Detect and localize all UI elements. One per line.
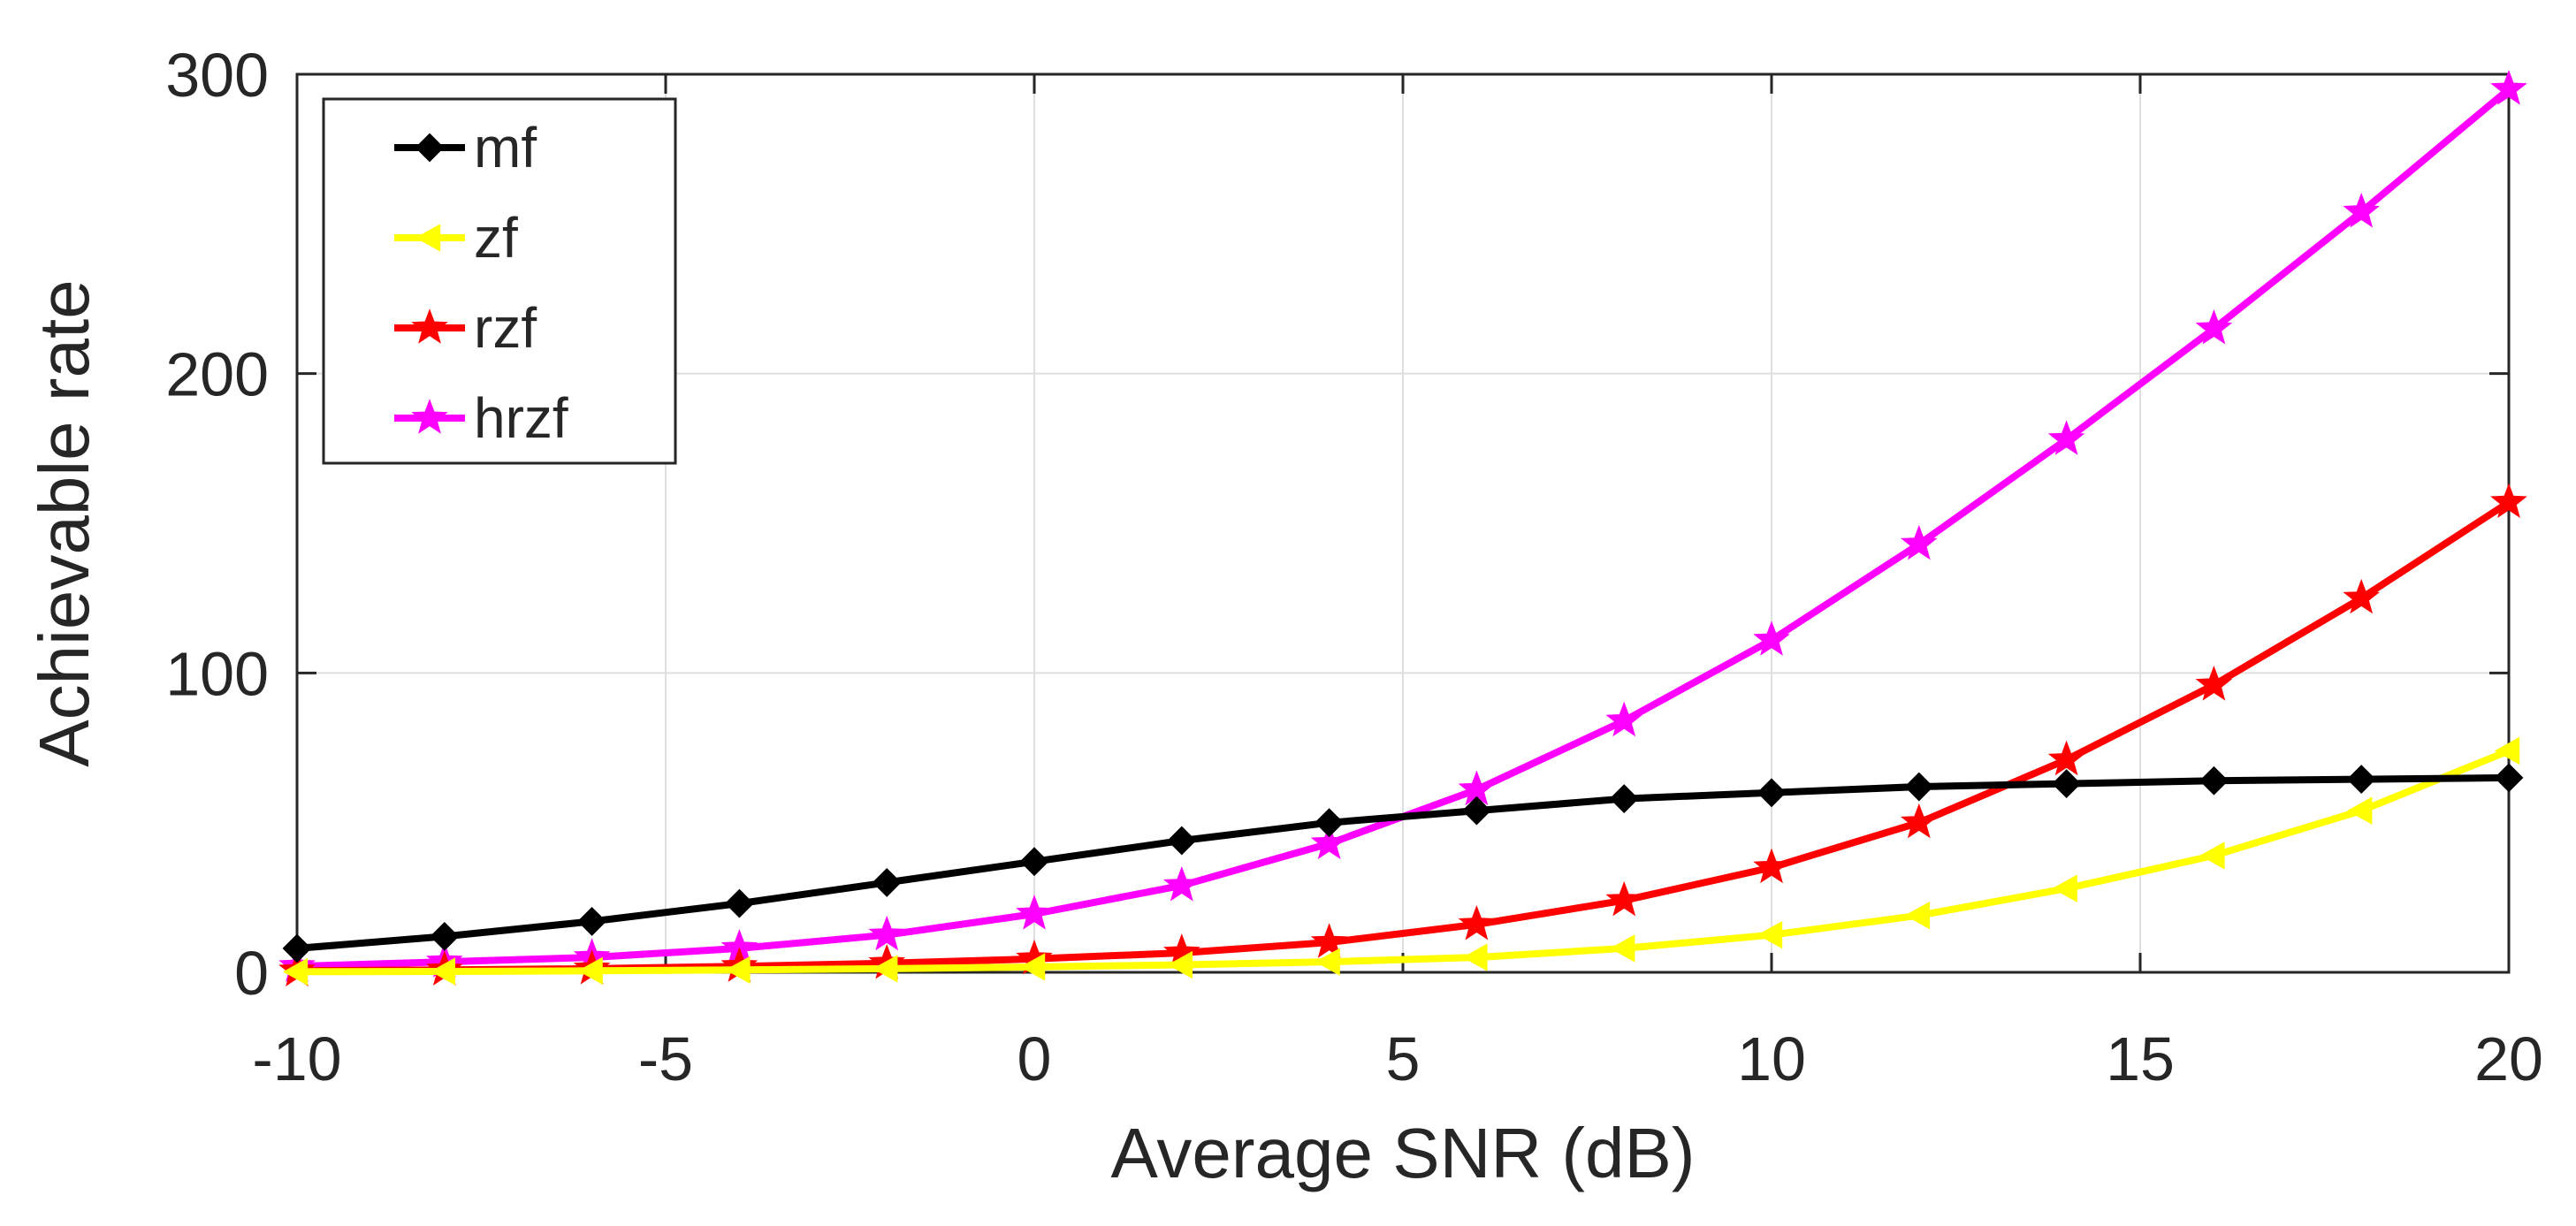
data-point-hrzf	[1753, 621, 1790, 656]
data-point-zf	[2347, 796, 2373, 825]
series-line-zf	[293, 747, 2512, 976]
data-point-hrzf	[868, 915, 906, 951]
data-point-hrzf	[1162, 865, 1200, 902]
data-point-hrzf	[2047, 420, 2085, 455]
x-tick-label: 0	[1017, 1024, 1052, 1093]
y-tick-label: 100	[165, 639, 269, 708]
y-tick-label: 0	[234, 939, 269, 1008]
legend-label: zf	[474, 206, 518, 270]
legend-label: hrzf	[474, 386, 568, 450]
data-point-mf	[1019, 847, 1049, 877]
data-point-mf	[724, 888, 754, 918]
data-point-zf	[873, 955, 898, 983]
data-point-zf	[2494, 736, 2520, 765]
data-point-rzf	[1900, 803, 1938, 839]
data-point-hrzf	[1310, 824, 1348, 859]
data-point-mf	[282, 933, 312, 963]
data-point-rzf	[2490, 483, 2527, 519]
data-point-mf	[872, 867, 902, 897]
x-axis-label: Average SNR (dB)	[1110, 1114, 1695, 1192]
data-point-hrzf	[1016, 895, 1053, 930]
data-point-hrzf	[2490, 70, 2527, 105]
data-point-zf	[2052, 874, 2077, 902]
data-point-zf	[1315, 948, 1340, 976]
data-point-zf	[1167, 950, 1193, 979]
legend-items: mf zf rzf hrzf	[394, 116, 568, 450]
data-point-mf	[1461, 796, 1491, 826]
series-group	[278, 70, 2527, 987]
series-zf	[282, 736, 2520, 986]
data-point-zf	[2199, 841, 2225, 870]
data-point-mf	[2199, 765, 2229, 796]
data-point-mf	[430, 921, 460, 951]
data-point-rzf	[1458, 904, 1496, 940]
data-point-zf	[1019, 953, 1046, 981]
x-tick-label: -10	[252, 1024, 341, 1093]
legend: mf zf rzf hrzf	[322, 97, 677, 465]
y-tick-label: 200	[165, 340, 269, 409]
legend-box	[322, 97, 677, 465]
data-point-mf	[2494, 763, 2524, 793]
data-point-rzf	[2047, 740, 2085, 776]
legend-swatch-marker	[415, 133, 445, 163]
data-point-rzf	[1310, 923, 1348, 958]
data-point-rzf	[1605, 880, 1643, 917]
x-tick-label: -5	[638, 1024, 693, 1093]
x-tick-label: 10	[1737, 1024, 1806, 1093]
data-point-mf	[2346, 765, 2376, 794]
data-point-hrzf	[1900, 524, 1938, 560]
x-tick-label: 5	[1386, 1024, 1421, 1093]
legend-swatch-marker	[415, 224, 441, 252]
data-point-zf	[1610, 934, 1635, 963]
legend-item-hrzf: hrzf	[394, 386, 568, 450]
legend-item-mf: mf	[394, 116, 537, 179]
series-line-mf	[293, 773, 2512, 952]
legend-label: rzf	[474, 296, 537, 360]
legend-item-rzf: rzf	[394, 296, 537, 360]
legend-swatch-marker	[411, 399, 448, 434]
data-point-mf	[1757, 778, 1787, 808]
data-point-mf	[2052, 769, 2082, 799]
data-point-zf	[430, 957, 455, 986]
data-point-zf	[1462, 943, 1488, 971]
data-point-zf	[725, 956, 751, 984]
data-point-zf	[1757, 920, 1783, 949]
x-tick-label: 20	[2474, 1024, 2543, 1093]
data-point-mf	[577, 907, 607, 936]
data-point-mf	[1167, 826, 1197, 856]
series-mf	[282, 763, 2524, 963]
data-point-rzf	[1753, 848, 1790, 884]
legend-swatch-marker	[411, 308, 448, 344]
data-point-zf	[577, 956, 603, 986]
data-point-mf	[1315, 808, 1345, 838]
data-point-rzf	[2195, 666, 2233, 701]
data-point-mf	[1904, 772, 1934, 802]
data-point-hrzf	[2195, 309, 2233, 345]
data-point-hrzf	[2343, 192, 2381, 228]
legend-label: mf	[474, 116, 537, 179]
data-point-zf	[282, 957, 309, 986]
data-point-mf	[1609, 784, 1639, 813]
y-axis-label: Achievable rate	[25, 279, 103, 766]
data-point-zf	[1904, 901, 1930, 930]
x-tick-label: 15	[2106, 1024, 2175, 1093]
y-tick-label: 300	[165, 41, 269, 110]
data-point-hrzf	[1605, 701, 1643, 737]
data-point-rzf	[2343, 578, 2381, 614]
legend-item-zf: zf	[394, 206, 518, 270]
